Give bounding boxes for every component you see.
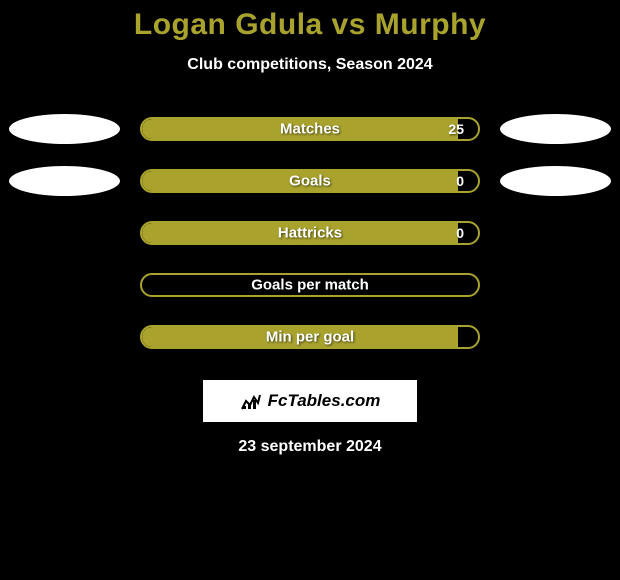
stat-bar: Hattricks 0	[140, 221, 480, 245]
player-right-ellipse	[500, 114, 611, 144]
page-title: Logan Gdula vs Murphy	[0, 8, 620, 42]
stat-label: Matches	[280, 121, 340, 138]
stat-label: Goals per match	[251, 277, 369, 294]
stat-label: Min per goal	[266, 329, 354, 346]
stat-value: 0	[456, 173, 464, 189]
stat-label: Goals	[289, 173, 331, 190]
stat-bar: Min per goal	[140, 325, 480, 349]
stat-row: Matches 25	[0, 114, 620, 144]
player-right-ellipse	[500, 166, 611, 196]
stat-row: Goals 0	[0, 166, 620, 196]
comparison-card: Logan Gdula vs Murphy Club competitions,…	[0, 0, 620, 456]
fctables-icon	[240, 391, 262, 411]
logo-badge: FcTables.com	[203, 380, 417, 422]
stat-value: 0	[456, 225, 464, 241]
stat-bar: Matches 25	[140, 117, 480, 141]
player-left-ellipse	[9, 166, 120, 196]
stat-bar: Goals per match	[140, 273, 480, 297]
page-subtitle: Club competitions, Season 2024	[0, 56, 620, 74]
date-label: 23 september 2024	[0, 438, 620, 456]
stat-value: 25	[448, 121, 464, 137]
stat-row: Hattricks 0	[0, 218, 620, 248]
logo-text: FcTables.com	[268, 391, 381, 411]
stat-row: Goals per match	[0, 270, 620, 300]
stat-row: Min per goal	[0, 322, 620, 352]
stat-bar: Goals 0	[140, 169, 480, 193]
stat-label: Hattricks	[278, 225, 342, 242]
player-left-ellipse	[9, 114, 120, 144]
stat-rows: Matches 25 Goals 0 Hattricks 0 Goals per match…	[0, 114, 620, 352]
